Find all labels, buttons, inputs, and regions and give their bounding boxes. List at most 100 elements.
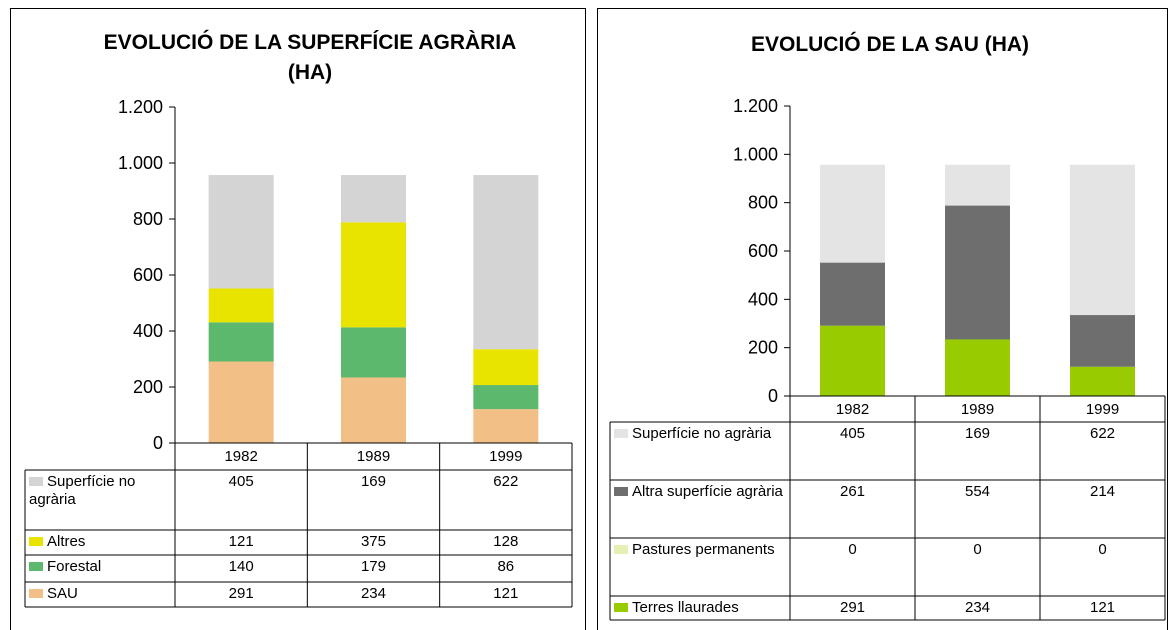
category-label: 1999	[1040, 398, 1165, 422]
table-value: 622	[440, 470, 572, 494]
table-value-box: 405	[790, 422, 915, 446]
table-value-text: 128	[493, 533, 519, 550]
category-label-text: 1999	[489, 448, 523, 465]
legend-label: Altres	[25, 530, 175, 554]
table-value: 234	[915, 596, 1040, 620]
y-tick-label: 0	[768, 386, 778, 406]
table-value: 121	[1040, 596, 1165, 620]
table-value-box: 234	[915, 596, 1040, 620]
table-value-text: 0	[973, 541, 982, 558]
table-value: 140	[175, 555, 307, 579]
table-value: 291	[175, 582, 307, 606]
legend-label-box: Superfície no agrària	[29, 473, 136, 508]
y-tick-label: 200	[133, 377, 163, 397]
legend-label-text: Superfície no agrària	[29, 473, 136, 508]
table-value-text: 554	[964, 483, 991, 500]
legend-label: Pastures permanents	[610, 538, 790, 562]
y-tick-label: 600	[133, 265, 163, 285]
table-value-text: 405	[839, 425, 866, 442]
table-value-box: 291	[175, 582, 307, 606]
bar-segment	[1070, 315, 1135, 367]
legend-label-box: Superfície no agrària	[614, 425, 771, 442]
table-value: 214	[1040, 480, 1165, 504]
table-value-box: 0	[848, 541, 857, 558]
category-label-text: 1989	[960, 401, 995, 418]
table-value: 169	[915, 422, 1040, 446]
legend-label: Altra superfície agrària	[610, 480, 790, 504]
table-value-box: 169	[915, 422, 1040, 446]
table-value-box: 291	[840, 599, 865, 616]
table-value-box: 261	[790, 480, 915, 504]
table-value: 121	[440, 582, 572, 606]
legend-swatch	[614, 545, 628, 554]
y-tick-label: 600	[748, 241, 778, 261]
table-value: 622	[1040, 422, 1165, 446]
y-tick-label: 400	[133, 321, 163, 341]
legend-label-box: Terres llaurades	[614, 599, 739, 616]
table-value-text: 261	[839, 483, 866, 500]
table-value-box: 86	[440, 555, 572, 579]
table-value: 128	[440, 530, 572, 554]
legend-label-box: Pastures permanents	[610, 538, 790, 562]
table-value: 375	[307, 530, 439, 554]
table-value: 405	[790, 422, 915, 446]
table-value-text: 291	[228, 585, 254, 602]
table-value: 0	[915, 538, 1040, 562]
table-value: 179	[307, 555, 439, 579]
table-value: 169	[307, 470, 439, 494]
panel	[597, 8, 1168, 630]
bar-segment	[820, 262, 885, 326]
legend-label-text: Altra superfície agrària	[632, 483, 783, 500]
category-label: 1989	[915, 398, 1040, 422]
table-value-text: 140	[228, 558, 254, 575]
y-tick-label: 200	[748, 338, 778, 358]
bar-segment	[208, 322, 274, 362]
table-value-text: 0	[848, 541, 857, 558]
category-label-box: 1982	[835, 401, 870, 418]
category-label-text: 1999	[1085, 401, 1120, 418]
table-value-text: 214	[1089, 483, 1116, 500]
table-value-text: 121	[228, 533, 254, 550]
table-value-box: 0	[1098, 541, 1106, 558]
category-label-text: 1982	[835, 401, 870, 418]
legend-label-text: Terres llaurades	[632, 599, 739, 616]
bar-segment	[1070, 366, 1135, 396]
table-value-box: 0	[915, 538, 1040, 562]
bar-segment	[208, 175, 274, 289]
bar-segment	[820, 164, 885, 263]
legend-label-box: Forestal	[25, 555, 175, 579]
legend-swatch	[614, 487, 628, 496]
legend-swatch	[29, 537, 43, 546]
table-value-box: 375	[307, 530, 439, 554]
table-value-box: 121	[1040, 596, 1165, 620]
y-tick-label: 0	[153, 433, 163, 453]
bar-segment	[945, 205, 1010, 340]
table-value-text: 622	[1089, 425, 1116, 442]
legend-swatch	[29, 589, 43, 598]
table-value-text: 179	[360, 558, 386, 575]
table-value: 261	[790, 480, 915, 504]
legend-label-text: Altres	[47, 533, 86, 550]
table-value-text: 234	[360, 585, 386, 602]
table-value-text: 169	[964, 425, 991, 442]
bar-segment	[473, 385, 539, 410]
table-value-box: 214	[1040, 480, 1165, 504]
chart-title: EVOLUCIÓ DE LA SUPERFÍCIE AGRÀRIA (HA)	[103, 31, 517, 84]
bar-segment	[1070, 164, 1135, 316]
table-value: 86	[440, 555, 572, 579]
legend-label: SAU	[25, 582, 175, 606]
table-value: 405	[175, 470, 307, 494]
category-label-box: 1999	[489, 448, 523, 465]
bar-segment	[473, 175, 539, 350]
table-value-box: 179	[307, 555, 439, 579]
legend-label-box: Altra superfície agrària	[610, 480, 790, 504]
y-tick-label: 400	[748, 289, 778, 309]
category-label: 1989	[307, 445, 439, 469]
panel	[10, 8, 586, 630]
bar-segment	[341, 222, 406, 328]
legend-label: Forestal	[25, 555, 175, 579]
bar-segment	[341, 327, 406, 378]
table-value-text: 121	[1089, 599, 1116, 616]
table-value-box: 622	[1040, 422, 1165, 446]
